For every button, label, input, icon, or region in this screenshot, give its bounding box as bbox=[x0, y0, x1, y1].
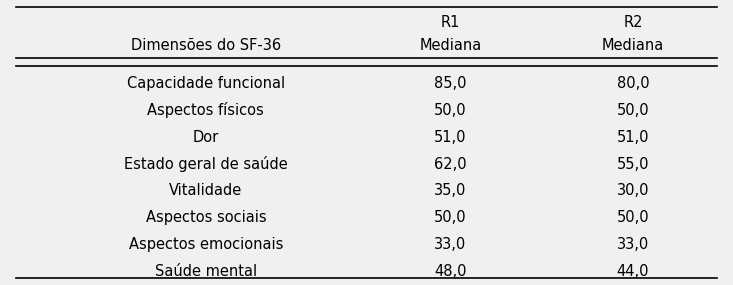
Text: 51,0: 51,0 bbox=[434, 130, 467, 144]
Text: Aspectos físicos: Aspectos físicos bbox=[147, 102, 264, 118]
Text: 62,0: 62,0 bbox=[434, 156, 467, 172]
Text: Dor: Dor bbox=[193, 130, 219, 144]
Text: 44,0: 44,0 bbox=[616, 264, 649, 279]
Text: 50,0: 50,0 bbox=[434, 210, 467, 225]
Text: Mediana: Mediana bbox=[602, 38, 664, 53]
Text: Capacidade funcional: Capacidade funcional bbox=[127, 76, 285, 91]
Text: Saúde mental: Saúde mental bbox=[155, 264, 257, 279]
Text: Aspectos sociais: Aspectos sociais bbox=[146, 210, 266, 225]
Text: 50,0: 50,0 bbox=[434, 103, 467, 118]
Text: Vitalidade: Vitalidade bbox=[169, 183, 243, 198]
Text: Aspectos emocionais: Aspectos emocionais bbox=[129, 237, 283, 252]
Text: 80,0: 80,0 bbox=[616, 76, 649, 91]
Text: 48,0: 48,0 bbox=[434, 264, 467, 279]
Text: 30,0: 30,0 bbox=[616, 183, 649, 198]
Text: Mediana: Mediana bbox=[419, 38, 482, 53]
Text: Estado geral de saúde: Estado geral de saúde bbox=[124, 156, 288, 172]
Text: 55,0: 55,0 bbox=[616, 156, 649, 172]
Text: 33,0: 33,0 bbox=[435, 237, 467, 252]
Text: 85,0: 85,0 bbox=[434, 76, 467, 91]
Text: 33,0: 33,0 bbox=[617, 237, 649, 252]
Text: R1: R1 bbox=[441, 15, 460, 30]
Text: Dimensões do SF-36: Dimensões do SF-36 bbox=[130, 38, 281, 53]
Text: 50,0: 50,0 bbox=[616, 210, 649, 225]
Text: 50,0: 50,0 bbox=[616, 103, 649, 118]
Text: R2: R2 bbox=[623, 15, 643, 30]
Text: 35,0: 35,0 bbox=[434, 183, 467, 198]
Text: 51,0: 51,0 bbox=[616, 130, 649, 144]
